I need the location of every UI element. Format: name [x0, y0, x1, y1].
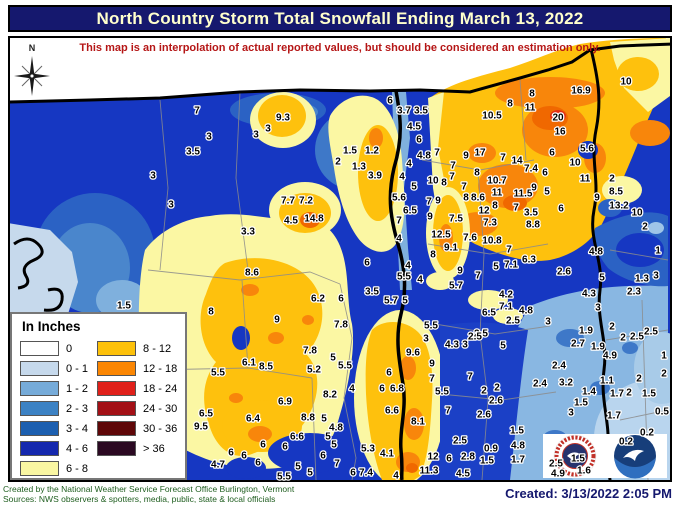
legend-row: 12 - 18	[97, 361, 177, 376]
legend-row: 0 - 1	[20, 361, 88, 376]
legend-swatch	[20, 381, 59, 396]
legend-swatch	[97, 341, 137, 356]
legend-row: 6 - 8	[20, 461, 88, 476]
credit-line-2: Sources: NWS observers & spotters, media…	[3, 494, 276, 504]
legend-row: 8 - 12	[97, 341, 177, 356]
footer-credits: Created by the National Weather Service …	[3, 484, 294, 504]
legend-swatch	[97, 401, 137, 416]
legend-row: 3 - 4	[20, 421, 88, 436]
north-yellow-region	[250, 92, 405, 252]
canada-border-line	[10, 42, 670, 104]
legend-label: 18 - 24	[143, 382, 178, 395]
page-title: North Country Storm Total Snowfall Endin…	[96, 8, 584, 28]
legend-swatch	[97, 441, 137, 456]
created-timestamp: Created: 3/13/2022 2:05 PM	[505, 486, 672, 501]
legend-label: 0 - 1	[66, 362, 89, 375]
legend-swatch	[20, 461, 59, 476]
legend-label: 1 - 2	[66, 382, 89, 395]
legend-swatch	[97, 381, 137, 396]
compass-north-label: N	[29, 43, 36, 53]
vermont-gold-strip	[426, 187, 523, 345]
south-center-columns	[354, 310, 528, 480]
legend-label: 4 - 6	[66, 442, 89, 455]
lake-champlain-border-line	[388, 90, 407, 480]
legend: In Inches 0 0 - 1 1 - 2 2 - 3 3 - 4 4 - 6 6 - …	[10, 312, 187, 480]
map-frame: This map is an interpolation of actual r…	[8, 36, 672, 482]
legend-label: 24 - 30	[143, 402, 178, 415]
credit-line-1: Created by the National Weather Service …	[3, 484, 295, 494]
legend-label: > 36	[143, 442, 165, 455]
legend-columns: 0 0 - 1 1 - 2 2 - 3 3 - 4 4 - 6 6 - 8 8 - 12 12…	[20, 341, 185, 476]
compass-rose: N	[14, 43, 50, 96]
nws-logo	[553, 434, 597, 478]
legend-row: 18 - 24	[97, 381, 177, 396]
northeast-gold-region	[428, 38, 670, 261]
legend-row: 0	[20, 341, 88, 356]
legend-swatch	[20, 421, 59, 436]
legend-swatch	[20, 441, 59, 456]
legend-col-left: 0 0 - 1 1 - 2 2 - 3 3 - 4 4 - 6 6 - 8	[20, 341, 88, 476]
legend-label: 8 - 12	[143, 342, 172, 355]
legend-row: 24 - 30	[97, 401, 177, 416]
legend-row: 4 - 6	[20, 441, 88, 456]
legend-label: 12 - 18	[143, 362, 178, 375]
legend-swatch	[97, 421, 137, 436]
legend-label: 0	[66, 342, 73, 355]
legend-row: > 36	[97, 441, 177, 456]
nh-blue-region	[594, 212, 668, 287]
disclaimer-text: This map is an interpolation of actual r…	[79, 42, 601, 54]
legend-swatch	[20, 401, 59, 416]
legend-label: 30 - 36	[143, 422, 178, 435]
agency-logos	[543, 434, 667, 479]
title-bar: North Country Storm Total Snowfall Endin…	[8, 5, 672, 32]
legend-swatch	[20, 361, 59, 376]
legend-row: 1 - 2	[20, 381, 88, 396]
county-lines	[147, 79, 669, 480]
legend-label: 3 - 4	[66, 422, 89, 435]
legend-label: 2 - 3	[66, 402, 89, 415]
noaa-logo	[614, 435, 656, 479]
legend-row: 2 - 3	[20, 401, 88, 416]
legend-label: 6 - 8	[66, 462, 89, 475]
legend-title: In Inches	[22, 319, 81, 334]
legend-row: 30 - 36	[97, 421, 177, 436]
legend-swatch	[20, 341, 59, 356]
legend-col-right: 8 - 12 12 - 18 18 - 24 24 - 30 30 - 36 > 36	[97, 341, 177, 476]
legend-swatch	[97, 361, 137, 376]
